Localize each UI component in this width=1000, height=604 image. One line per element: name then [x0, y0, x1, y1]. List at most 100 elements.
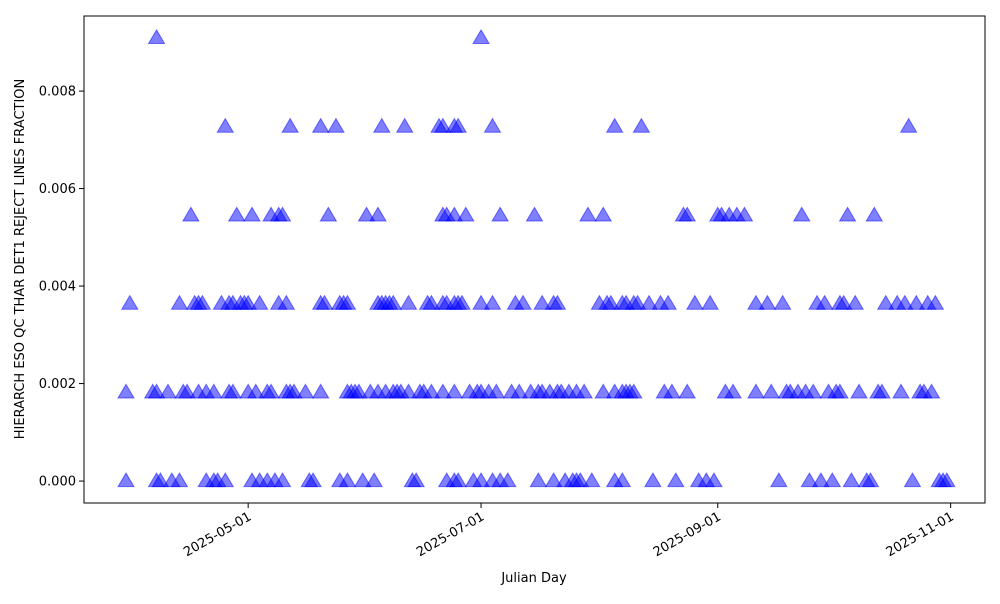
triangle-marker: [147, 28, 166, 45]
triangle-marker: [456, 206, 475, 222]
triangle-marker: [624, 383, 643, 399]
triangle-marker: [575, 383, 594, 399]
triangle-marker: [907, 294, 926, 310]
triangle-marker: [678, 206, 697, 222]
triangle-marker: [899, 117, 918, 133]
triangle-marker: [472, 28, 490, 45]
triangle-marker: [422, 294, 441, 310]
triangle-marker: [315, 294, 334, 310]
triangle-marker: [601, 294, 620, 310]
triangle-marker: [811, 472, 830, 488]
triangle-marker: [632, 117, 651, 133]
triangle-marker: [407, 472, 426, 488]
triangle-marker: [216, 117, 235, 133]
triangle-marker: [724, 383, 742, 399]
triangle-marker: [273, 472, 292, 488]
triangle-marker: [453, 294, 471, 310]
triangle-marker: [246, 383, 265, 399]
triangle-marker: [487, 383, 506, 399]
triangle-marker: [685, 294, 704, 310]
triangle-marker: [498, 472, 517, 488]
triangle-marker: [399, 383, 418, 399]
triangle-marker: [865, 206, 884, 222]
triangle-marker: [472, 294, 490, 310]
triangle-marker: [216, 472, 235, 488]
triangle-marker: [842, 472, 861, 488]
triangle-marker: [120, 294, 139, 310]
y-axis-label: HIERARCH ESO QC THAR DET1 REJECT LINES F…: [13, 79, 28, 440]
triangle-marker: [659, 294, 677, 310]
triangle-marker: [758, 294, 777, 310]
triangle-marker: [903, 472, 922, 488]
triangle-marker: [628, 294, 647, 310]
triangle-marker: [773, 294, 792, 310]
triangle-marker: [861, 472, 880, 488]
triangle-marker: [544, 472, 563, 488]
triangle-marker: [357, 206, 376, 222]
y-tick-label: 0.002: [39, 377, 76, 392]
triangle-marker: [846, 294, 865, 310]
triangle-marker: [117, 472, 135, 488]
triangle-marker: [529, 472, 548, 488]
triangle-marker: [747, 294, 765, 310]
triangle-marker: [372, 117, 391, 133]
triangle-marker: [170, 472, 189, 488]
triangle-marker: [548, 294, 567, 310]
triangle-marker: [147, 383, 166, 399]
triangle-marker: [353, 472, 372, 488]
triangle-marker: [823, 472, 842, 488]
triangle-marker: [224, 383, 242, 399]
triangle-marker: [643, 472, 662, 488]
triangle-marker: [273, 206, 292, 222]
triangle-marker: [304, 472, 322, 488]
triangle-marker: [605, 117, 624, 133]
triangle-marker: [296, 383, 315, 399]
triangle-marker: [350, 383, 368, 399]
triangle-marker: [922, 383, 941, 399]
triangle-marker: [831, 383, 849, 399]
triangle-marker: [384, 294, 403, 310]
triangle-marker: [937, 472, 956, 488]
triangle-marker: [239, 294, 258, 310]
triangle-marker: [182, 206, 200, 222]
triangle-marker: [281, 117, 300, 133]
triangle-marker: [510, 383, 529, 399]
triangle-marker: [804, 383, 823, 399]
triangle-marker: [800, 472, 819, 488]
triangle-marker: [640, 294, 658, 310]
triangle-marker: [876, 294, 895, 310]
triangle-marker: [395, 117, 414, 133]
triangle-marker: [873, 383, 891, 399]
triangle-marker: [747, 383, 765, 399]
triangle-marker: [571, 472, 590, 488]
triangle-marker: [433, 383, 452, 399]
triangle-marker: [483, 294, 502, 310]
triangle-marker: [319, 206, 338, 222]
triangle-marker: [533, 294, 552, 310]
triangle-marker: [892, 383, 910, 399]
triangle-marker: [525, 206, 544, 222]
triangle-marker: [705, 472, 723, 488]
triangle-marker: [159, 383, 177, 399]
triangle-marker: [926, 294, 945, 310]
triangle-marker: [850, 383, 868, 399]
triangle-marker: [327, 117, 345, 133]
triangle-marker: [285, 383, 303, 399]
triangle-marker: [193, 294, 212, 310]
triangle-marker: [204, 383, 223, 399]
plot-frame: [83, 15, 986, 504]
triangle-marker: [250, 294, 269, 310]
triangle-marker: [178, 383, 196, 399]
triangle-marker: [449, 472, 468, 488]
triangle-marker: [483, 117, 502, 133]
triangle-marker: [227, 206, 246, 222]
triangle-marker: [792, 206, 811, 222]
triangle-marker: [243, 206, 261, 222]
triangle-marker: [311, 117, 330, 133]
triangle-marker: [422, 383, 441, 399]
triangle-marker: [311, 383, 330, 399]
x-axis-label: Julian Day: [500, 571, 567, 586]
